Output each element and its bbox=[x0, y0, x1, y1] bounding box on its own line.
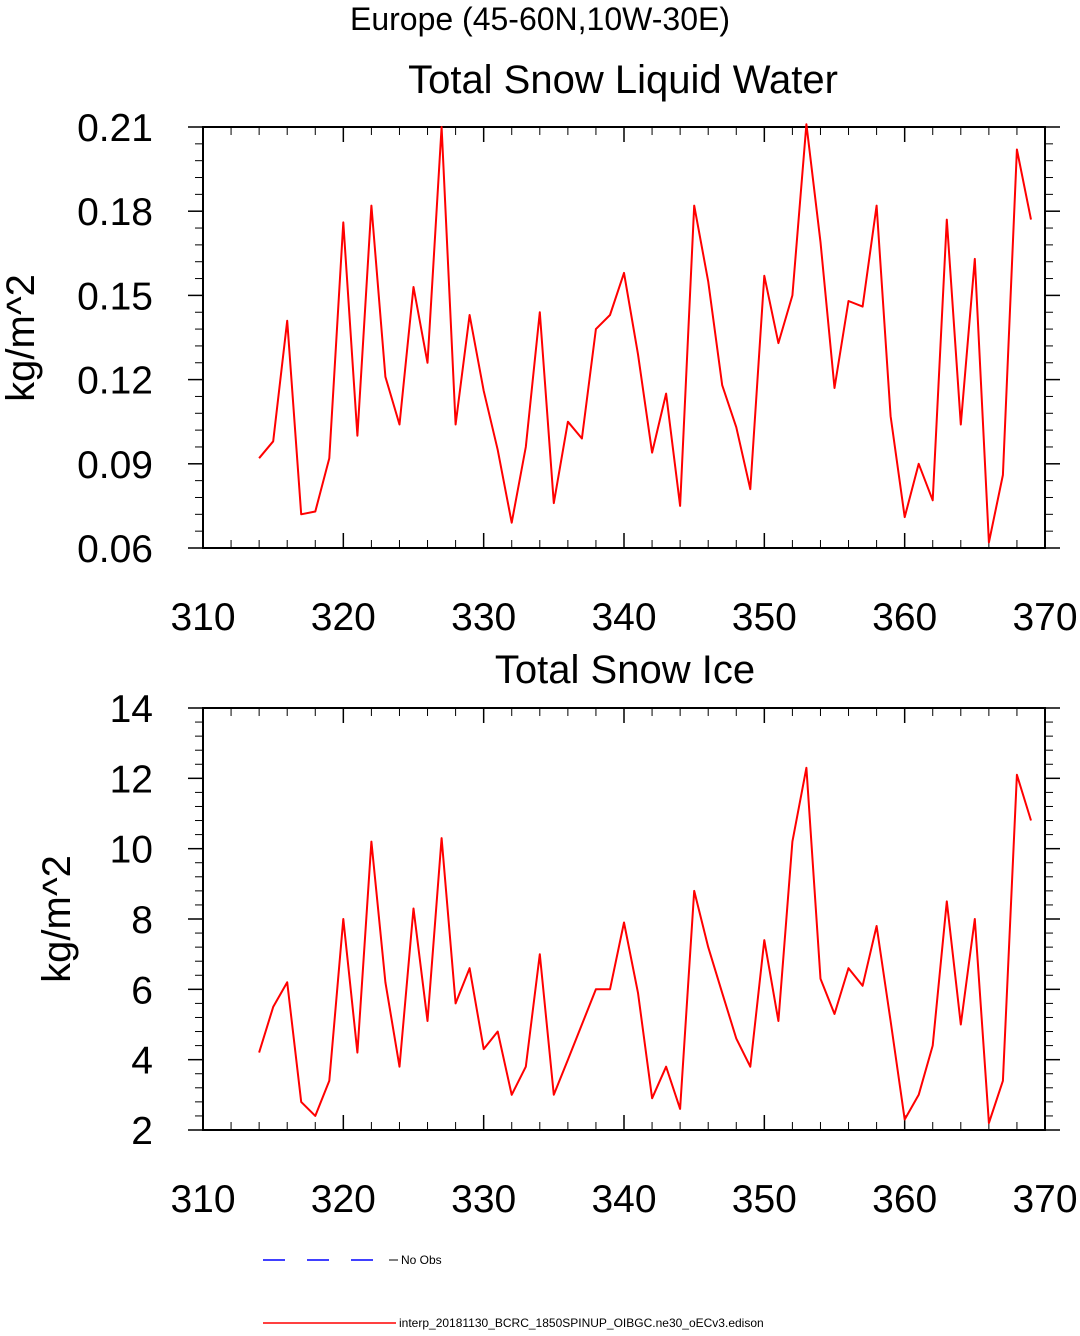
x-tick-label: 360 bbox=[872, 596, 937, 639]
figure-suptitle: Europe (45-60N,10W-30E) bbox=[350, 1, 730, 37]
x-tick-label: 370 bbox=[1012, 1178, 1077, 1221]
x-tick-label: 350 bbox=[732, 596, 797, 639]
legend-entry-no-obs: No Obs bbox=[263, 1253, 442, 1267]
y-tick-label: 8 bbox=[131, 899, 153, 942]
y-tick-label: 0.09 bbox=[77, 444, 153, 487]
y-tick-label: 0.21 bbox=[77, 107, 153, 150]
series-line bbox=[258, 766, 1032, 1124]
x-tick-label: 360 bbox=[872, 1178, 937, 1221]
x-tick-label: 320 bbox=[311, 596, 376, 639]
legend-label: interp_20181130_BCRC_1850SPINUP_OIBGC.ne… bbox=[399, 1316, 764, 1330]
y-axis-label: kg/m^2 bbox=[0, 274, 43, 402]
panel-title: Total Snow Ice bbox=[495, 648, 755, 692]
y-tick-label: 14 bbox=[110, 688, 153, 731]
y-tick-label: 0.06 bbox=[77, 528, 153, 571]
series-lines bbox=[258, 766, 1032, 1124]
y-tick-label: 0.12 bbox=[77, 360, 153, 403]
y-tick-label: 12 bbox=[110, 758, 153, 801]
plot-frame bbox=[202, 707, 1046, 1131]
legend-label: No Obs bbox=[401, 1253, 442, 1267]
x-tick-label: 350 bbox=[732, 1178, 797, 1221]
axis-ticks: 310 320 330 340 350 360 370 2 4 6 8 10 12 14 bbox=[110, 688, 1078, 1221]
y-tick-label: 6 bbox=[131, 969, 153, 1012]
legend-entry-model: interp_20181130_BCRC_1850SPINUP_OIBGC.ne… bbox=[263, 1316, 764, 1330]
y-tick-label: 4 bbox=[131, 1040, 153, 1083]
x-tick-label: 330 bbox=[451, 1178, 516, 1221]
panel-snow-ice: Total Snow Ice kg/m^2 310 320 330 340 350 360… bbox=[35, 648, 1078, 1221]
x-tick-label: 340 bbox=[591, 596, 656, 639]
axis-ticks: 310 320 330 340 350 360 370 0.06 0.09 0.12 0.15 0.1… bbox=[77, 107, 1077, 639]
legend: No Obs interp_20181130_BCRC_1850SPINUP_O… bbox=[263, 1253, 764, 1330]
plot-frame bbox=[202, 126, 1046, 549]
y-axis-label: kg/m^2 bbox=[35, 855, 79, 983]
series-lines bbox=[258, 123, 1032, 544]
y-tick-label: 10 bbox=[110, 829, 153, 872]
y-tick-label: 2 bbox=[131, 1110, 153, 1153]
x-tick-label: 330 bbox=[451, 596, 516, 639]
x-tick-label: 310 bbox=[170, 596, 235, 639]
x-tick-label: 370 bbox=[1012, 596, 1077, 639]
x-tick-label: 340 bbox=[591, 1178, 656, 1221]
series-line bbox=[258, 123, 1032, 544]
panel-title: Total Snow Liquid Water bbox=[408, 58, 838, 102]
panel-snow-liquid-water: Total Snow Liquid Water kg/m^2 310 320 330… bbox=[0, 58, 1078, 639]
x-tick-label: 320 bbox=[311, 1178, 376, 1221]
y-tick-label: 0.18 bbox=[77, 191, 153, 234]
y-tick-label: 0.15 bbox=[77, 275, 153, 318]
x-tick-label: 310 bbox=[170, 1178, 235, 1221]
